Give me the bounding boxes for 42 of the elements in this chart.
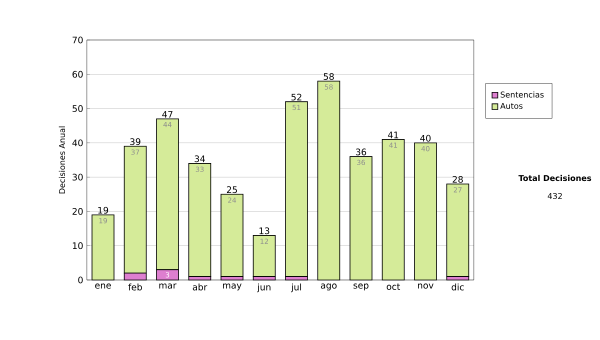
bar [188, 163, 212, 277]
bar [285, 101, 308, 277]
x-tick-label: ago [320, 284, 337, 290]
y-tick-label: 40 [72, 139, 83, 146]
total-label: 52 [291, 94, 302, 101]
total-label: 36 [356, 148, 366, 156]
y-tick-label: 10 [72, 242, 83, 250]
x-tick-label: nov [418, 284, 434, 289]
y-tick-label: 0 [78, 276, 83, 284]
x-tick-label: dic [452, 284, 464, 290]
bar [446, 184, 470, 277]
legend-label: Sentencias [500, 91, 544, 98]
text: 432 [548, 192, 562, 200]
total-label: 19 [98, 206, 108, 214]
x-tick-label: ene [95, 284, 111, 289]
x-tick-label: may [223, 284, 242, 290]
x-tick-label: feb [128, 284, 142, 290]
bar [252, 235, 276, 277]
text: Total Decisiones [518, 174, 592, 182]
total-label: 13 [260, 227, 270, 234]
y-tick-label: 60 [72, 70, 83, 78]
x-tick-label: jul [290, 284, 302, 292]
x-tick-label: oct [386, 284, 400, 290]
total-label: 25 [226, 186, 237, 194]
x-tick-label: sep [354, 284, 368, 290]
total-label: 40 [420, 134, 431, 142]
legend-label: Autos [500, 102, 523, 109]
y-axis-title: Decisiones Anual [58, 126, 66, 194]
total-label: 28 [452, 176, 463, 183]
total-label: 34 [194, 155, 205, 162]
y-tick-label: 70 [72, 36, 83, 44]
y-tick-label: 50 [72, 105, 83, 112]
total-label: 58 [324, 73, 334, 80]
y-tick-label: 20 [72, 208, 83, 215]
bar [220, 194, 244, 277]
total-label: 47 [162, 111, 172, 118]
y-tick-label: 30 [72, 174, 83, 181]
x-tick-label: jun [257, 284, 270, 292]
total-label: 39 [130, 138, 140, 146]
x-tick-label: abr [192, 284, 208, 290]
x-tick-label: mar [159, 284, 176, 289]
total-label: 41 [388, 132, 398, 138]
